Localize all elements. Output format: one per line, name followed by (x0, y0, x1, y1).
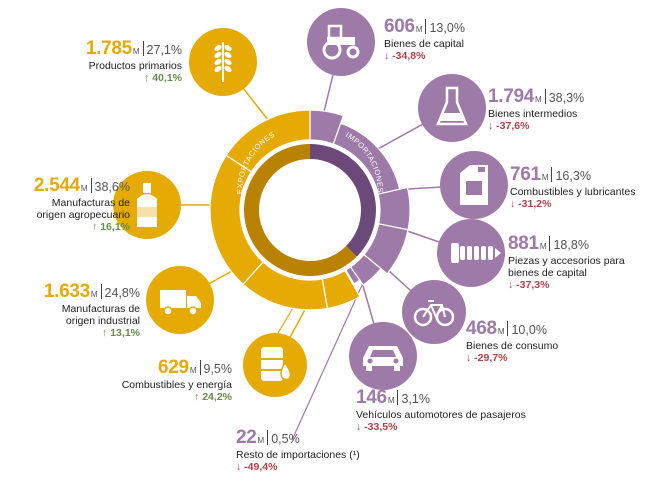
export-label: Manufacturas de origen industrial (61, 302, 140, 327)
unit-label: M (539, 242, 547, 251)
import-item-bienes-capital: 606M 13,0% Bienes de capital ↓ -34,8% (384, 16, 514, 62)
export-share: 24,8% (104, 286, 140, 300)
export-share: 27,1% (146, 43, 182, 57)
import-item-piezas-accesorios: 881M 18,8% Piezas y accesorios para biene… (508, 233, 648, 291)
import-item-vehiculos: 146M 3,1% Vehículos automotores de pasaje… (356, 387, 546, 433)
car-icon (349, 322, 417, 390)
import-share: 38,3% (548, 91, 585, 105)
export-item-moa: 2.544M 38,6% Manufacturas de origen agrop… (2, 175, 130, 233)
import-item-bienes-consumo: 468M 10,0% Bienes de consumo ↓ -29,7% (466, 318, 596, 364)
export-value: 1.633 (43, 281, 90, 302)
import-value: 22 (236, 427, 257, 448)
unit-label: M (257, 436, 265, 445)
unit-label: M (497, 327, 505, 336)
import-change: ↓ -31,2% (510, 197, 552, 210)
export-share: 38,6% (94, 180, 130, 194)
truck-icon (146, 266, 214, 334)
import-change: ↓ -37,6% (488, 119, 530, 132)
import-value: 146 (356, 387, 387, 408)
import-share: 13,0% (429, 21, 465, 35)
import-change: ↓ -34,8% (384, 49, 426, 62)
import-item-combustibles-lubricantes: 761M 16,3% Combustibles y lubricantes ↓ -… (510, 164, 650, 210)
export-change: ↑ 16,1% (92, 220, 130, 233)
screw-icon (437, 219, 505, 287)
export-change: ↑ 40,1% (144, 71, 182, 84)
import-value: 761 (510, 164, 541, 185)
bicycle-icon (402, 280, 466, 344)
unit-label: M (80, 184, 88, 193)
unit-label: M (535, 95, 542, 104)
import-value: 881 (508, 233, 539, 254)
import-change: ↓ -49,4% (236, 460, 278, 473)
unit-label: M (132, 47, 140, 56)
export-change: ↑ 24,2% (194, 390, 232, 403)
import-share: 18,8% (553, 238, 589, 252)
bottle-icon (113, 171, 181, 239)
exports-inner-arc (243, 144, 357, 276)
wheat-icon (189, 28, 257, 96)
import-label: Resto de importaciones (¹) (236, 448, 360, 461)
inner-ring (243, 144, 376, 276)
unit-label: M (387, 396, 395, 405)
oil-barrel-icon (243, 333, 307, 397)
import-item-resto: 22M 0,5% Resto de importaciones (¹) ↓ -49… (236, 427, 396, 473)
import-segment-combustibles-lubricantes (377, 186, 411, 231)
export-value: 629 (158, 357, 189, 378)
unit-label: M (189, 366, 197, 375)
unit-label: M (541, 173, 549, 182)
import-share: 16,3% (555, 169, 591, 183)
import-label: Piezas y accesorios para bienes de capit… (508, 254, 625, 279)
import-item-bienes-intermedios: 1.794M 38,3% Bienes intermedios ↓ -37,6% (488, 86, 618, 132)
import-label: Bienes de consumo (466, 339, 559, 352)
export-label: Productos primarios (88, 59, 182, 72)
leader-line (291, 271, 369, 441)
import-label: Vehículos automotores de pasajeros (356, 408, 526, 421)
icon-circles (113, 8, 508, 397)
import-label: Bienes de capital (384, 37, 464, 50)
export-segment-productos-primarios (225, 109, 311, 173)
export-change: ↑ 13,1% (102, 326, 140, 339)
import-share: 10,0% (511, 323, 547, 337)
donut-segments (209, 109, 411, 311)
tractor-icon (307, 8, 375, 76)
export-item-productos-primarios: 1.785M 27,1% Productos primarios ↑ 40,1% (40, 38, 182, 84)
export-label: Combustibles y energía (121, 378, 232, 391)
import-change: ↓ -29,7% (466, 351, 508, 364)
export-value: 1.785 (85, 38, 132, 59)
export-value: 2.544 (33, 175, 80, 196)
import-share: 0,5% (271, 432, 300, 446)
export-label: Manufacturas de origen agropecuario (36, 196, 130, 221)
import-share: 3,1% (401, 392, 430, 406)
export-item-moi: 1.633M 24,8% Manufacturas de origen indus… (20, 281, 140, 339)
import-label: Bienes intermedios (488, 107, 578, 120)
export-item-combustibles-energia: 629M 9,5% Combustibles y energía ↑ 24,2% (118, 357, 232, 403)
import-value: 606 (384, 16, 415, 37)
import-value: 468 (466, 318, 497, 339)
import-label: Combustibles y lubricantes (510, 185, 636, 198)
export-share: 9,5% (203, 362, 233, 376)
import-change: ↓ -33,5% (356, 420, 398, 433)
unit-label: M (90, 290, 98, 299)
import-change: ↓ -37,3% (508, 278, 550, 291)
jerrycan-icon (440, 151, 508, 219)
unit-label: M (415, 25, 423, 34)
imports-inner-arc (310, 144, 376, 257)
flask-icon (418, 74, 486, 142)
import-value: 1.794 (488, 86, 535, 107)
